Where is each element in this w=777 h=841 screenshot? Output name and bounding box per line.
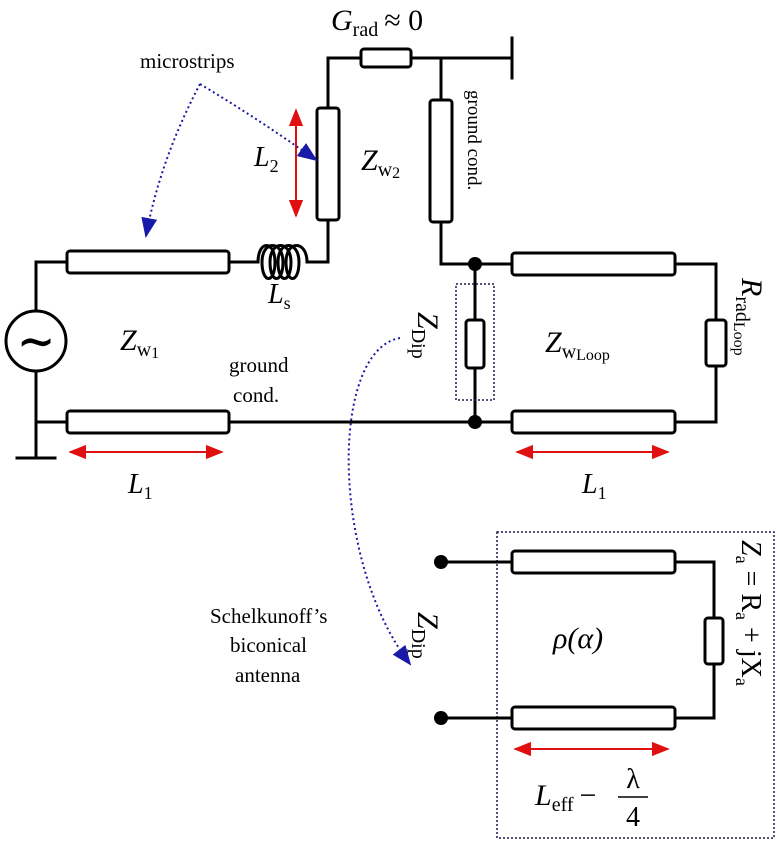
label-schelkunoff-1: Schelkunoff’s (210, 604, 327, 628)
antenna-terminal-top (434, 555, 448, 569)
svg-text:4: 4 (626, 802, 640, 833)
label-l2: L2 (253, 142, 279, 176)
resistor-rrad-loop (704, 318, 728, 368)
label-zwloop: ZwLoop (545, 326, 610, 364)
label-zw2: Zw2 (361, 144, 400, 182)
antenna-model-box (496, 531, 775, 839)
antenna-terminal-bottom (434, 711, 448, 725)
resistor-zdip (464, 318, 486, 370)
label-microstrips: microstrips (140, 49, 235, 73)
microstrip-loop-bottom (510, 409, 677, 435)
label-l1-left: L1 (127, 469, 153, 503)
microstrip-zw2 (315, 106, 341, 222)
label-grad: Grad ≈ 0 (331, 4, 423, 41)
label-schelkunoff-3: antenna (235, 663, 301, 687)
svg-text:λ: λ (626, 764, 640, 795)
label-zdip: ZDip (407, 312, 444, 359)
label-l1-right: L1 (581, 469, 607, 503)
label-ls: Ls (267, 279, 291, 313)
node-bottom (468, 415, 482, 429)
pointer-zdip-to-antenna (347, 337, 412, 666)
microstrip-antenna-bottom (510, 705, 677, 731)
svg-text:∼: ∼ (17, 316, 56, 367)
microstrip-l1-left (65, 409, 231, 435)
label-za-equation: Za = Ra + jXa (732, 540, 766, 686)
label-zdip-inset: ZDip (407, 612, 444, 659)
microstrip-ground-cond (428, 98, 454, 224)
microstrip-zw1-top (65, 249, 231, 275)
label-zw1: Zw1 (120, 324, 159, 362)
label-rrad-loop: RradLoop (730, 277, 768, 356)
label-ground-cond-vertical: ground cond. (463, 90, 484, 190)
label-schelkunoff-2: biconical (230, 633, 307, 657)
zdip-dotted-box (455, 283, 495, 401)
node-top (468, 257, 482, 271)
ac-source-icon: ∼ (4, 309, 68, 373)
resistor-grad (359, 47, 413, 69)
antenna-model-wires (439, 560, 716, 720)
label-ground-cond-line1: ground (229, 353, 289, 377)
resistor-za (703, 616, 725, 666)
label-rho-alpha: ρ(α) (552, 622, 603, 655)
main-circuit-wires (15, 36, 718, 460)
pointer-microstrips-to-zw2 (199, 83, 318, 162)
microstrip-antenna-top (510, 549, 677, 575)
label-ground-cond-line2: cond. (233, 383, 279, 407)
label-leff-minus-lambda-over-4: Leff − λ 4 (534, 764, 648, 833)
inductor-ls (256, 244, 309, 280)
microstrip-loop-top (510, 251, 677, 277)
pointer-microstrips-to-zw1 (141, 83, 201, 238)
svg-text:Leff−: Leff − (534, 779, 596, 816)
